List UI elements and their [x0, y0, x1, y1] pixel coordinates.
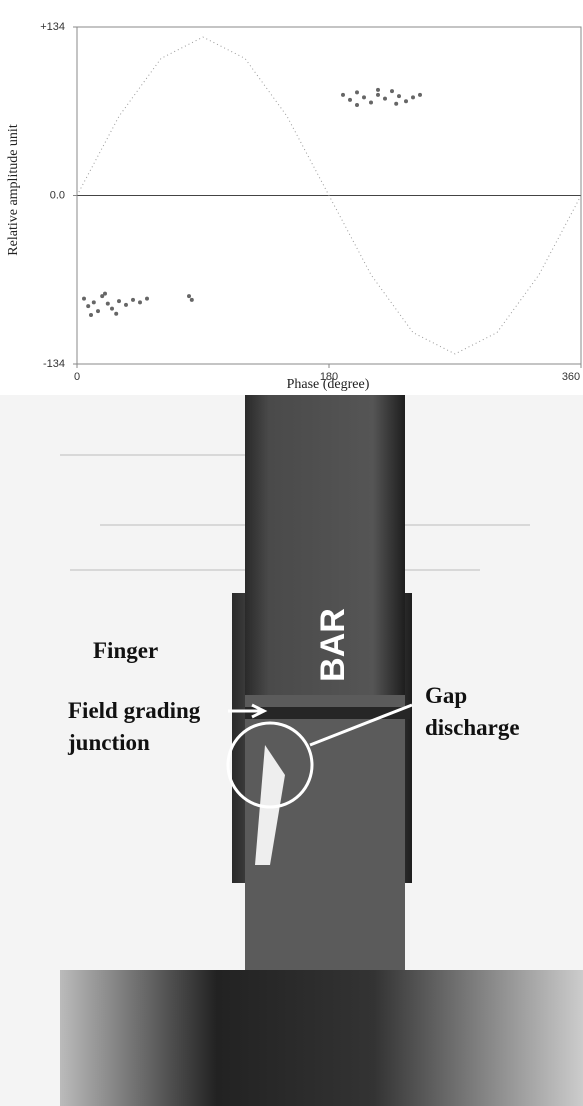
- point: [110, 306, 114, 311]
- label: junction: [67, 730, 150, 755]
- bar: [245, 395, 405, 695]
- x-axis-label: Phase (degree): [287, 377, 370, 392]
- point: [131, 297, 135, 302]
- base: [60, 970, 583, 1106]
- point: [96, 309, 100, 314]
- point: [82, 296, 86, 301]
- point: [355, 90, 359, 95]
- pointer: [309, 703, 413, 747]
- y-axis-label: Relative amplitude unit: [6, 124, 21, 256]
- label: BAR: [314, 608, 352, 682]
- point: [348, 97, 352, 102]
- point: [376, 87, 380, 92]
- point: [105, 301, 110, 306]
- streaks: [60, 454, 530, 571]
- spark: [255, 745, 285, 865]
- point: [376, 92, 380, 97]
- label: Gap: [425, 683, 467, 708]
- y-tick-label: +134: [40, 21, 65, 33]
- point: [103, 291, 107, 296]
- point: [114, 311, 119, 316]
- photo: Finger BAR Field grading junction Gap di…: [0, 395, 583, 1106]
- point: [355, 102, 359, 107]
- y-tick-label: -134: [43, 358, 65, 370]
- point: [394, 101, 399, 106]
- x-tick-label: 0: [74, 371, 80, 383]
- point: [390, 89, 394, 94]
- label: Finger: [93, 638, 158, 663]
- y-tick-label: 0.0: [50, 189, 65, 201]
- point: [411, 95, 415, 100]
- point: [91, 300, 96, 305]
- point: [341, 92, 345, 97]
- point: [383, 96, 387, 101]
- point: [362, 95, 366, 100]
- x-tick-label: 180: [320, 371, 338, 383]
- point: [145, 296, 149, 301]
- point: [397, 94, 401, 99]
- point: [418, 92, 422, 97]
- point: [404, 99, 408, 104]
- x-tick-label: 360: [562, 371, 580, 383]
- label: discharge: [425, 715, 520, 740]
- point: [100, 294, 105, 299]
- arrow: [228, 703, 268, 719]
- point: [369, 100, 373, 105]
- circle: [226, 721, 314, 809]
- point: [189, 297, 194, 302]
- point: [124, 302, 128, 307]
- reference-wave: [76, 36, 582, 355]
- point: [187, 294, 191, 299]
- point: [86, 304, 91, 309]
- label: Field grading: [68, 698, 201, 723]
- junction: [245, 707, 410, 719]
- point: [89, 312, 93, 317]
- point: [138, 300, 142, 305]
- chart: Relative amplitude unit Phase (degree) +…: [6, 21, 582, 392]
- point: [117, 299, 121, 304]
